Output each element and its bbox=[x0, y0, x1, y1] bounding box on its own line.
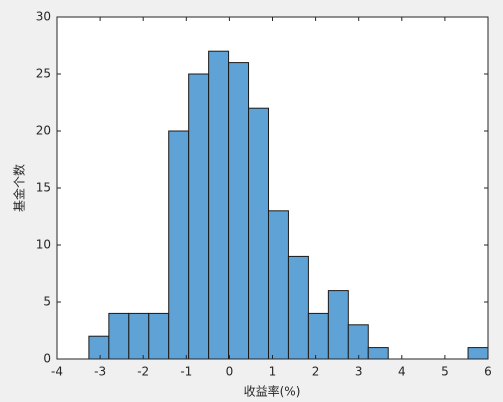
bar bbox=[367, 347, 389, 360]
bar bbox=[267, 210, 289, 360]
bar bbox=[108, 312, 130, 360]
bar bbox=[128, 312, 150, 360]
bar bbox=[307, 312, 329, 360]
x-tick-label: 5 bbox=[441, 365, 449, 379]
bar bbox=[208, 50, 230, 360]
bar bbox=[228, 62, 250, 360]
y-tick-label: 20 bbox=[36, 124, 51, 138]
x-tick-label: 2 bbox=[312, 365, 320, 379]
x-tick-label: -4 bbox=[51, 365, 63, 379]
bar bbox=[168, 130, 190, 360]
bar bbox=[347, 324, 369, 360]
bar bbox=[248, 107, 269, 360]
y-axis-label: 基金个数 bbox=[12, 164, 27, 212]
x-tick-label: 6 bbox=[484, 365, 492, 379]
y-tick-label: 5 bbox=[43, 295, 51, 309]
y-tick-label: 15 bbox=[36, 181, 51, 195]
x-tick-label: 1 bbox=[269, 365, 277, 379]
x-axis-label: 收益率(%) bbox=[244, 384, 301, 399]
x-tick-label: 3 bbox=[355, 365, 363, 379]
x-tick-label: -1 bbox=[180, 365, 192, 379]
y-tick-label: 30 bbox=[36, 10, 51, 24]
x-tick-label: -3 bbox=[94, 365, 106, 379]
bar bbox=[467, 347, 489, 360]
y-tick-label: 10 bbox=[36, 238, 51, 252]
bar bbox=[327, 290, 349, 360]
bar bbox=[148, 312, 170, 360]
y-tick-label: 25 bbox=[36, 67, 51, 81]
y-tick-label: 0 bbox=[43, 352, 51, 366]
bar bbox=[287, 255, 309, 360]
x-tick-label: -2 bbox=[137, 365, 149, 379]
x-tick-label: 4 bbox=[398, 365, 406, 379]
bar bbox=[88, 335, 110, 360]
bar bbox=[188, 73, 210, 360]
x-tick-label: 0 bbox=[226, 365, 234, 379]
